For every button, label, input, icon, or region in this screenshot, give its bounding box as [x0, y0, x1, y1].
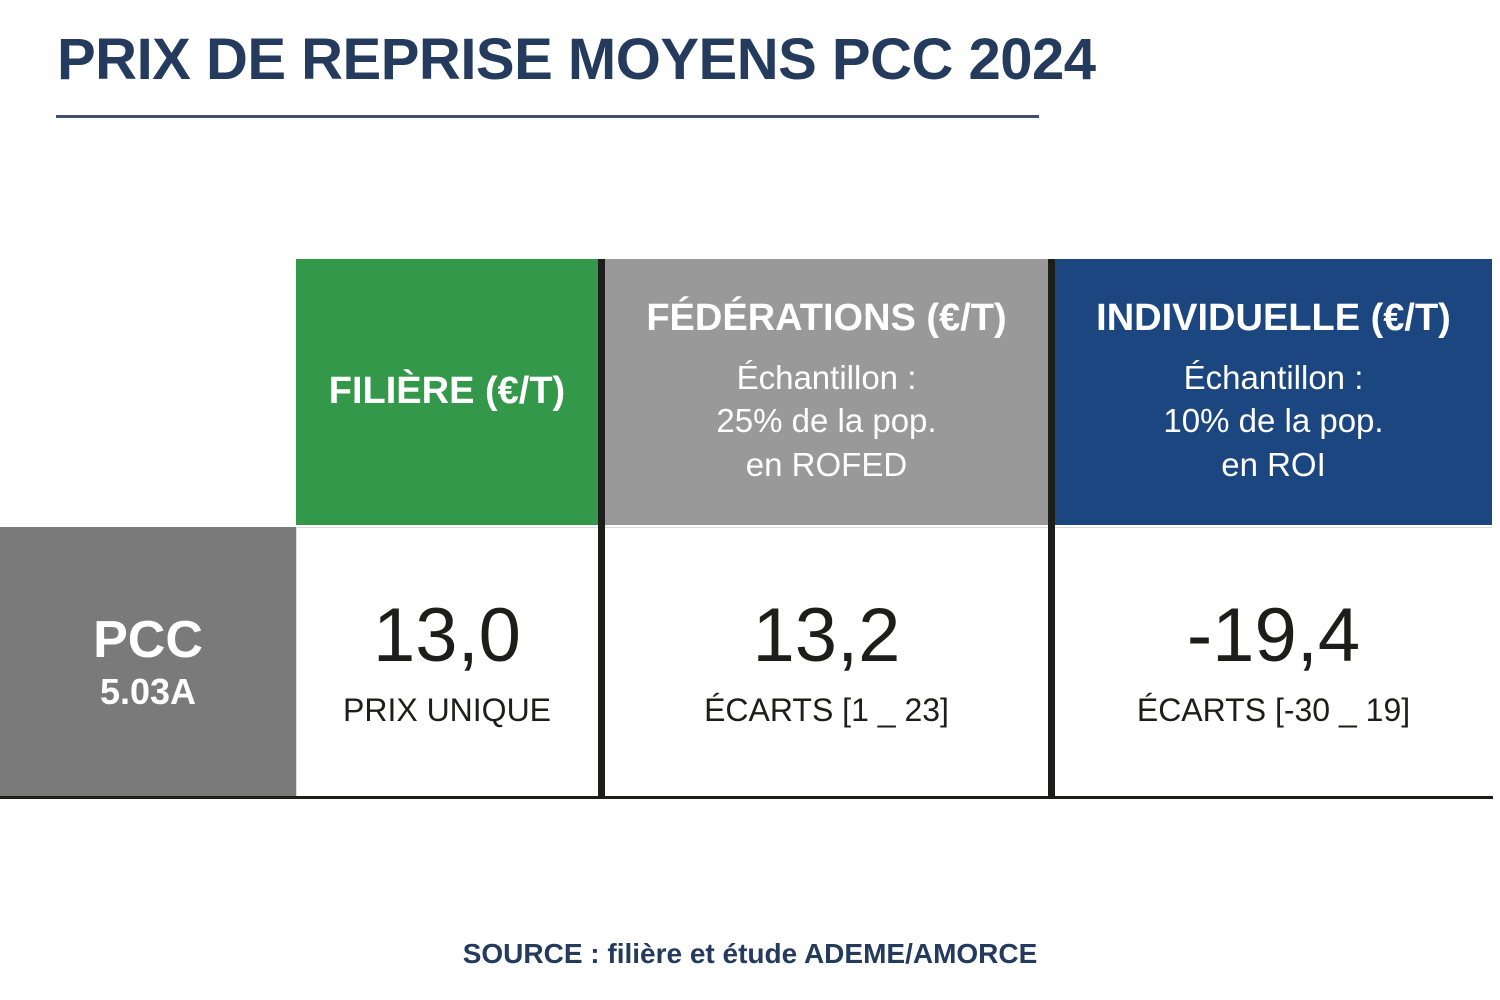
column-divider — [1048, 259, 1055, 796]
cell-note: PRIX UNIQUE — [342, 691, 552, 728]
cell-value: -19,4 — [1186, 592, 1361, 678]
subtitle-line: en ROI — [1221, 445, 1326, 483]
column-header-individuelle: INDIVIDUELLE (€/T) Échantillon : 10% de … — [1055, 259, 1492, 525]
subtitle-line: Échantillon : — [1183, 358, 1364, 396]
page-title: PRIX DE REPRISE MOYENS PCC 2024 — [57, 27, 1096, 92]
title-underline — [56, 115, 1039, 118]
value-cell-filiere: 13,0 PRIX UNIQUE — [296, 527, 598, 796]
subtitle-line: Échantillon : — [736, 358, 917, 396]
cell-value: 13,2 — [752, 592, 901, 678]
cell-value: 13,0 — [373, 592, 521, 678]
column-title-individuelle: INDIVIDUELLE (€/T) — [1096, 296, 1451, 339]
column-subtitle-federations: Échantillon : 25% de la pop. en ROFED — [716, 356, 936, 487]
subtitle-line: 10% de la pop. — [1163, 402, 1384, 440]
table-bottom-line — [0, 796, 1493, 799]
column-divider — [598, 259, 605, 796]
row-label-title: PCC — [93, 610, 203, 669]
column-subtitle-individuelle: Échantillon : 10% de la pop. en ROI — [1163, 356, 1383, 487]
cell-note: ÉCARTS [1 _ 23] — [704, 691, 949, 728]
column-header-filiere: FILIÈRE (€/T) — [296, 259, 598, 525]
column-title-filiere: FILIÈRE (€/T) — [328, 370, 566, 413]
value-cell-individuelle: -19,4 ÉCARTS [-30 _ 19] — [1055, 527, 1492, 796]
column-title-federations: FÉDÉRATIONS (€/T) — [646, 296, 1007, 339]
value-cell-federations: 13,2 ÉCARTS [1 _ 23] — [605, 527, 1048, 796]
subtitle-line: 25% de la pop. — [716, 402, 937, 440]
source-note: SOURCE : filière et étude ADEME/AMORCE — [462, 938, 1038, 969]
row-label-code: 5.03A — [99, 670, 197, 712]
subtitle-line: en ROFED — [745, 445, 908, 483]
cell-note: ÉCARTS [-30 _ 19] — [1136, 691, 1411, 728]
row-label-pcc: PCC 5.03A — [0, 527, 296, 796]
column-header-federations: FÉDÉRATIONS (€/T) Échantillon : 25% de l… — [605, 259, 1048, 525]
